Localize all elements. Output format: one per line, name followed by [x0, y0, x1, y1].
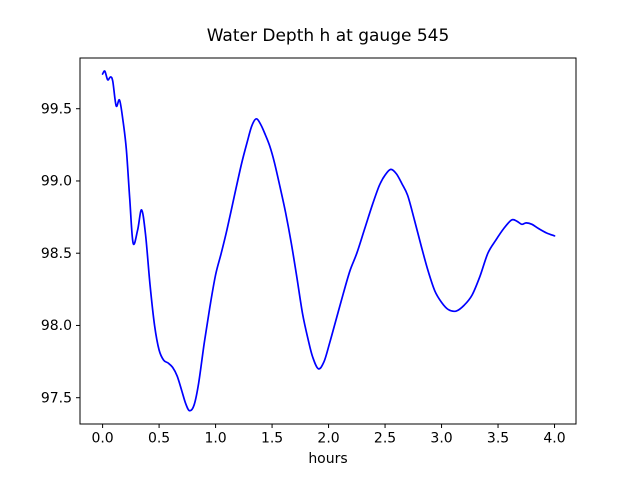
x-tick-label: 1.0 — [204, 431, 226, 447]
y-tick-label: 98.0 — [41, 318, 72, 334]
y-tick-label: 99.5 — [41, 101, 72, 117]
y-tick-label: 97.5 — [41, 390, 72, 406]
y-tick-label: 99.0 — [41, 174, 72, 190]
y-tick-label: 98.5 — [41, 246, 72, 262]
x-tick-label: 1.5 — [261, 431, 283, 447]
x-axis-label: hours — [308, 451, 348, 467]
chart-title: Water Depth h at gauge 545 — [206, 26, 450, 46]
x-tick-label: 0.5 — [148, 431, 170, 447]
x-tick-label: 3.5 — [487, 431, 509, 447]
x-tick-label: 4.0 — [543, 431, 565, 447]
x-tick-label: 2.5 — [374, 431, 396, 447]
x-tick-label: 0.0 — [91, 431, 113, 447]
plot-border — [79, 57, 577, 425]
x-tick-label: 2.0 — [317, 431, 339, 447]
x-tick-label: 3.0 — [430, 431, 452, 447]
data-line-water-depth-gauge-545 — [101, 70, 556, 412]
